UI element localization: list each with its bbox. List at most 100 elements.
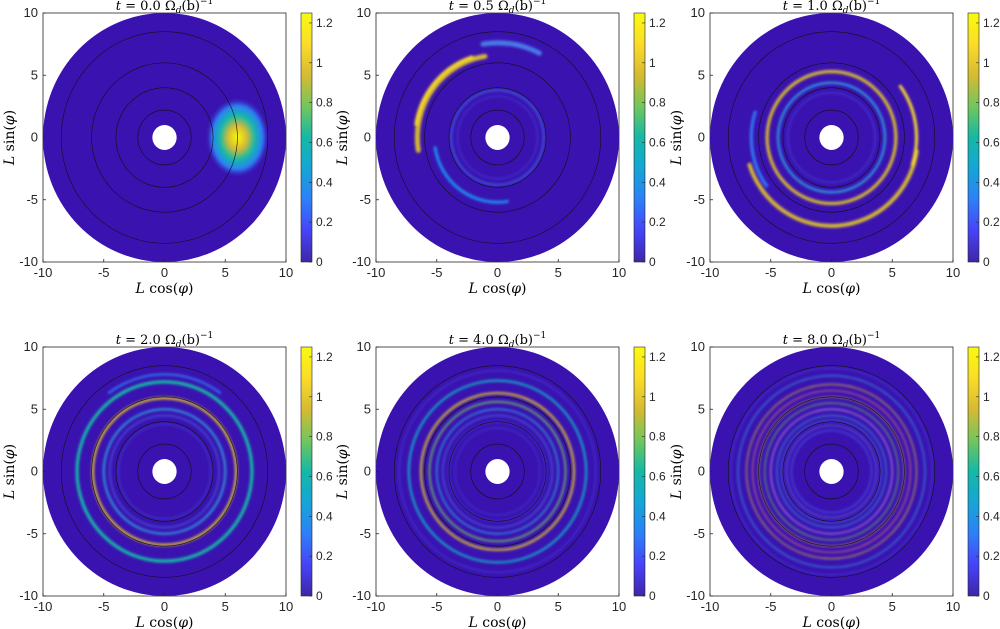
- y-axis-label: L sin(φ): [2, 444, 18, 500]
- arc-mark: [898, 84, 919, 166]
- label-part: sin(: [335, 459, 351, 490]
- contour-line: [448, 421, 547, 522]
- x-tick-label: -5: [98, 265, 110, 280]
- label-part: t: [783, 0, 789, 14]
- contour-line: [91, 396, 238, 547]
- label-part: ): [188, 615, 193, 629]
- label-part: d: [843, 340, 849, 350]
- colorbar-tick-label: 0.6: [316, 135, 333, 149]
- colorbar-tick-label: 0.2: [649, 549, 666, 563]
- ring-mark: [745, 383, 918, 560]
- contour-line: [448, 87, 547, 188]
- y-tick-label: -10: [352, 588, 371, 603]
- label-part: −1: [867, 331, 880, 341]
- y-tick-label: 5: [31, 401, 38, 416]
- y-tick-label: 0: [364, 130, 371, 145]
- colorbar-tick-label: 0.2: [649, 215, 666, 229]
- x-tick-label: 10: [279, 265, 293, 280]
- contour-line: [804, 109, 859, 166]
- label-part: (b): [182, 333, 200, 348]
- contour-line: [91, 62, 238, 213]
- center-hole: [819, 459, 844, 484]
- y-axis-label: L sin(φ): [335, 444, 351, 500]
- contour-line: [424, 396, 571, 547]
- label-part: ): [669, 110, 685, 115]
- colorbar-tick-label: 0.6: [649, 135, 666, 149]
- ring-mark: [109, 414, 220, 529]
- label-part: cos(: [478, 615, 511, 629]
- colorbar-tick-label: 0.8: [649, 96, 666, 110]
- colorbar: [967, 12, 980, 263]
- colorbar-tick-label: 0: [983, 255, 990, 269]
- colorbar-tick-label: 0.8: [983, 430, 1000, 444]
- ring-mark: [776, 414, 887, 529]
- label-part: = 8.0 Ω: [788, 333, 843, 348]
- ring-mark: [751, 389, 912, 554]
- label-part: L: [468, 281, 478, 297]
- arc-mark: [433, 146, 509, 204]
- label-part: = 0.5 Ω: [454, 0, 509, 14]
- label-part: L: [669, 490, 685, 500]
- panel-title: t = 0.5 Ωd(b)−1: [449, 0, 547, 16]
- colorbar: [633, 12, 646, 263]
- ring-mark: [781, 419, 882, 524]
- x-tick-label: -5: [98, 599, 110, 614]
- label-part: ): [669, 444, 685, 449]
- arc-mark: [414, 55, 474, 126]
- x-tick-label: -10: [701, 265, 720, 280]
- y-tick-label: -10: [686, 254, 705, 269]
- panel-title: t = 4.0 Ωd(b)−1: [449, 331, 547, 350]
- colorbar-tick-label: 0.6: [983, 135, 1000, 149]
- label-part: = 1.0 Ω: [788, 0, 843, 14]
- label-part: = 4.0 Ω: [454, 333, 509, 348]
- label-part: cos(: [478, 281, 511, 297]
- label-part: sin(: [2, 125, 18, 156]
- y-tick-label: 5: [364, 67, 371, 82]
- ring-mark: [454, 427, 541, 516]
- colorbar-tick-label: 1.2: [316, 16, 333, 30]
- contour-line: [424, 62, 571, 213]
- label-part: φ: [845, 615, 855, 629]
- panel-title: t = 8.0 Ωd(b)−1: [783, 331, 881, 350]
- ring-mark: [456, 95, 539, 180]
- x-axis-label: L cos(φ): [468, 281, 527, 297]
- label-part: −1: [200, 0, 213, 7]
- label-part: ): [2, 110, 18, 115]
- x-tick-label: 0: [161, 265, 168, 280]
- label-part: L: [135, 281, 145, 297]
- y-tick-label: 0: [31, 464, 38, 479]
- colorbar-tick-label: 0.2: [316, 215, 333, 229]
- x-axis-label: L cos(φ): [135, 281, 194, 297]
- arc-mark: [414, 53, 488, 153]
- colorbar-tick-label: 0.6: [983, 469, 1000, 483]
- y-axis-label: L sin(φ): [669, 110, 685, 166]
- colorbar-tick-label: 0: [649, 589, 656, 603]
- label-part: L: [335, 490, 351, 500]
- ring-mark: [450, 89, 545, 186]
- label-part: φ: [335, 449, 351, 459]
- y-tick-label: -5: [693, 526, 705, 541]
- contour-line: [393, 31, 602, 244]
- label-part: t: [116, 0, 122, 14]
- label-part: t: [449, 333, 455, 348]
- colorbar-tick-label: 0.4: [649, 175, 666, 189]
- ring-mark: [765, 69, 898, 206]
- colorbar-tick-label: 1: [983, 56, 990, 70]
- x-tick-label: 0: [828, 599, 835, 614]
- x-tick-label: -5: [765, 599, 777, 614]
- colorbar-tick-label: 0.8: [316, 430, 333, 444]
- label-part: t: [783, 333, 789, 348]
- label-part: L: [802, 281, 812, 297]
- ring-mark: [419, 391, 576, 552]
- x-tick-label: 0: [161, 599, 168, 614]
- colorbar-tick-label: 0.6: [316, 469, 333, 483]
- label-part: ): [188, 281, 193, 297]
- x-tick-label: -5: [765, 265, 777, 280]
- field-features: [398, 370, 597, 573]
- x-axis-label: L cos(φ): [802, 281, 861, 297]
- colorbar-tick-label: 0.4: [316, 509, 333, 523]
